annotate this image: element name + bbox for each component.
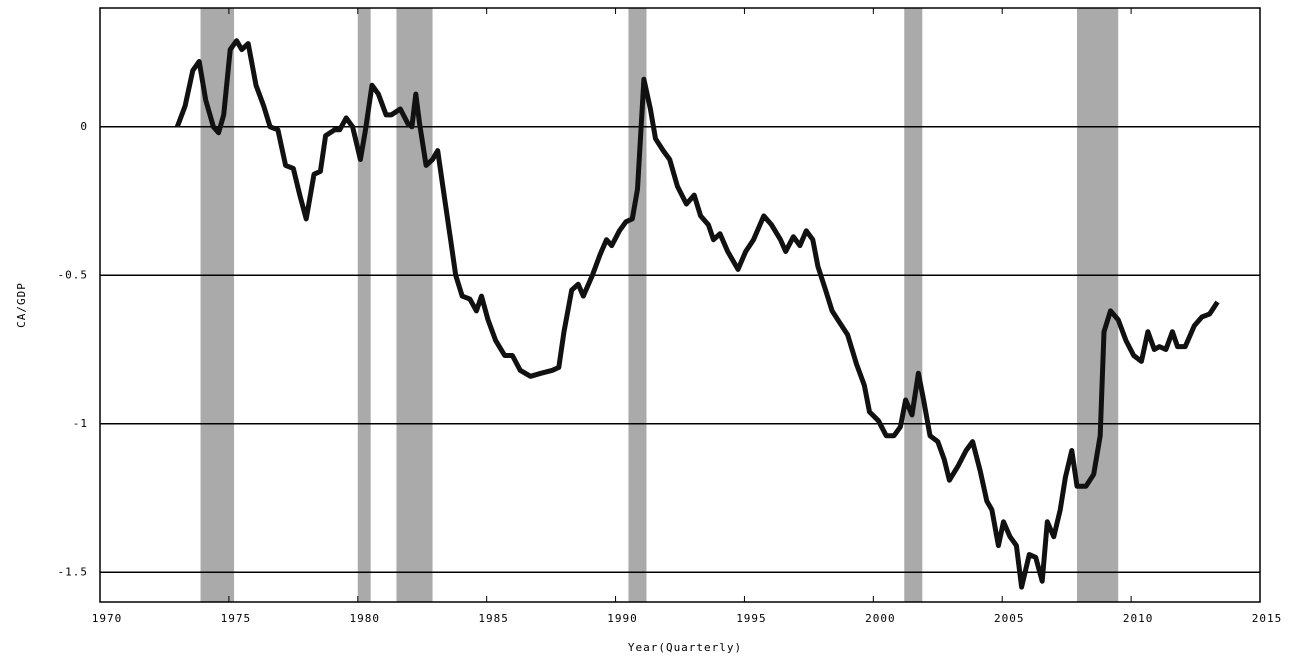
recession-band bbox=[904, 8, 923, 602]
x-axis-label: Year(Quarterly) bbox=[628, 641, 742, 654]
y-axis-label: CA/GDP bbox=[15, 282, 28, 328]
x-tick-label: 1985 bbox=[478, 612, 509, 625]
y-tick-label: 0 bbox=[80, 120, 88, 133]
x-tick-label: 2000 bbox=[865, 612, 896, 625]
y-tick-label: -1 bbox=[73, 417, 88, 430]
x-tick-label: 2015 bbox=[1252, 612, 1283, 625]
recession-band bbox=[1076, 8, 1119, 602]
x-tick-label: 1980 bbox=[350, 612, 381, 625]
data-line bbox=[174, 38, 1220, 590]
x-tick-label: 1970 bbox=[92, 612, 123, 625]
x-tick-label: 1975 bbox=[221, 612, 252, 625]
recession-band bbox=[628, 8, 647, 602]
y-tick-label: -1.5 bbox=[58, 565, 89, 578]
x-tick-label: 2010 bbox=[1123, 612, 1154, 625]
x-tick-label: 2005 bbox=[994, 612, 1025, 625]
plot-frame bbox=[99, 7, 1261, 603]
y-tick-label: -0.5 bbox=[58, 268, 89, 281]
x-tick-label: 1990 bbox=[607, 612, 638, 625]
x-tick-label: 1995 bbox=[736, 612, 767, 625]
